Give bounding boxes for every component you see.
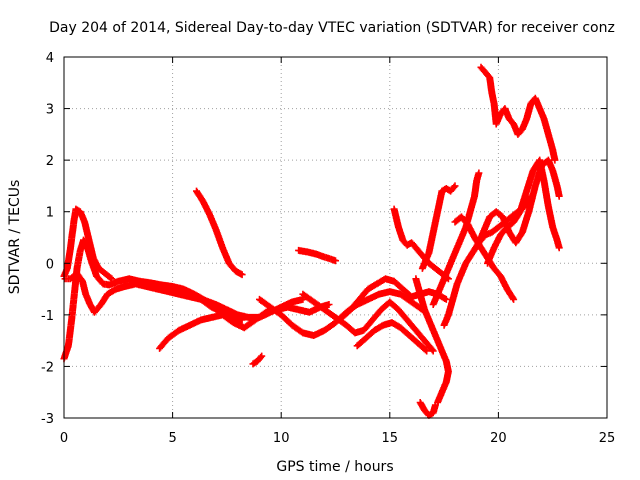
series-arc-e (156, 301, 333, 352)
series-arc-f (249, 352, 266, 368)
series-arc-c (61, 270, 246, 324)
y-tick-label: -2 (41, 360, 54, 375)
series-arc-b (60, 205, 116, 283)
series-arc-u (484, 156, 563, 267)
y-tick-labels: -3 -2 -1 0 1 2 3 4 (41, 51, 54, 427)
series-arc-n (416, 399, 439, 419)
series-arc-d (193, 187, 246, 279)
y-tick-label: 1 (46, 206, 54, 221)
chart-title: Day 204 of 2014, Sidereal Day-to-day VTE… (49, 20, 615, 36)
y-tick-label: -1 (41, 309, 54, 324)
data-traces (60, 63, 563, 419)
series-arc-a (60, 236, 307, 363)
series-arc-l (390, 205, 452, 283)
series-arc-p (429, 169, 483, 308)
x-tick-label: 0 (60, 431, 68, 446)
y-tick-label: 4 (46, 51, 54, 66)
series-arc-o (418, 182, 459, 272)
x-tick-label: 15 (382, 431, 399, 446)
x-tick-labels: 0 5 10 15 20 25 (60, 431, 615, 446)
axis-ticks (63, 56, 608, 419)
plot-frame (63, 56, 608, 419)
y-axis-label: SDTVAR / TECUs (7, 180, 23, 295)
y-tick-label: 2 (46, 154, 54, 169)
x-tick-label: 20 (490, 431, 507, 446)
y-tick-label: -3 (41, 412, 54, 427)
series-arc-s (477, 63, 559, 164)
x-tick-label: 10 (273, 431, 290, 446)
y-tick-label: 0 (46, 257, 54, 272)
x-axis-label: GPS time / hours (276, 459, 393, 475)
x-tick-label: 5 (168, 431, 176, 446)
series-arc-h (295, 246, 339, 265)
x-tick-label: 25 (599, 431, 616, 446)
series-arc-k (353, 319, 431, 355)
series-arc-i (299, 290, 437, 355)
y-tick-label: 3 (46, 103, 54, 118)
series-arc-m (412, 275, 452, 406)
